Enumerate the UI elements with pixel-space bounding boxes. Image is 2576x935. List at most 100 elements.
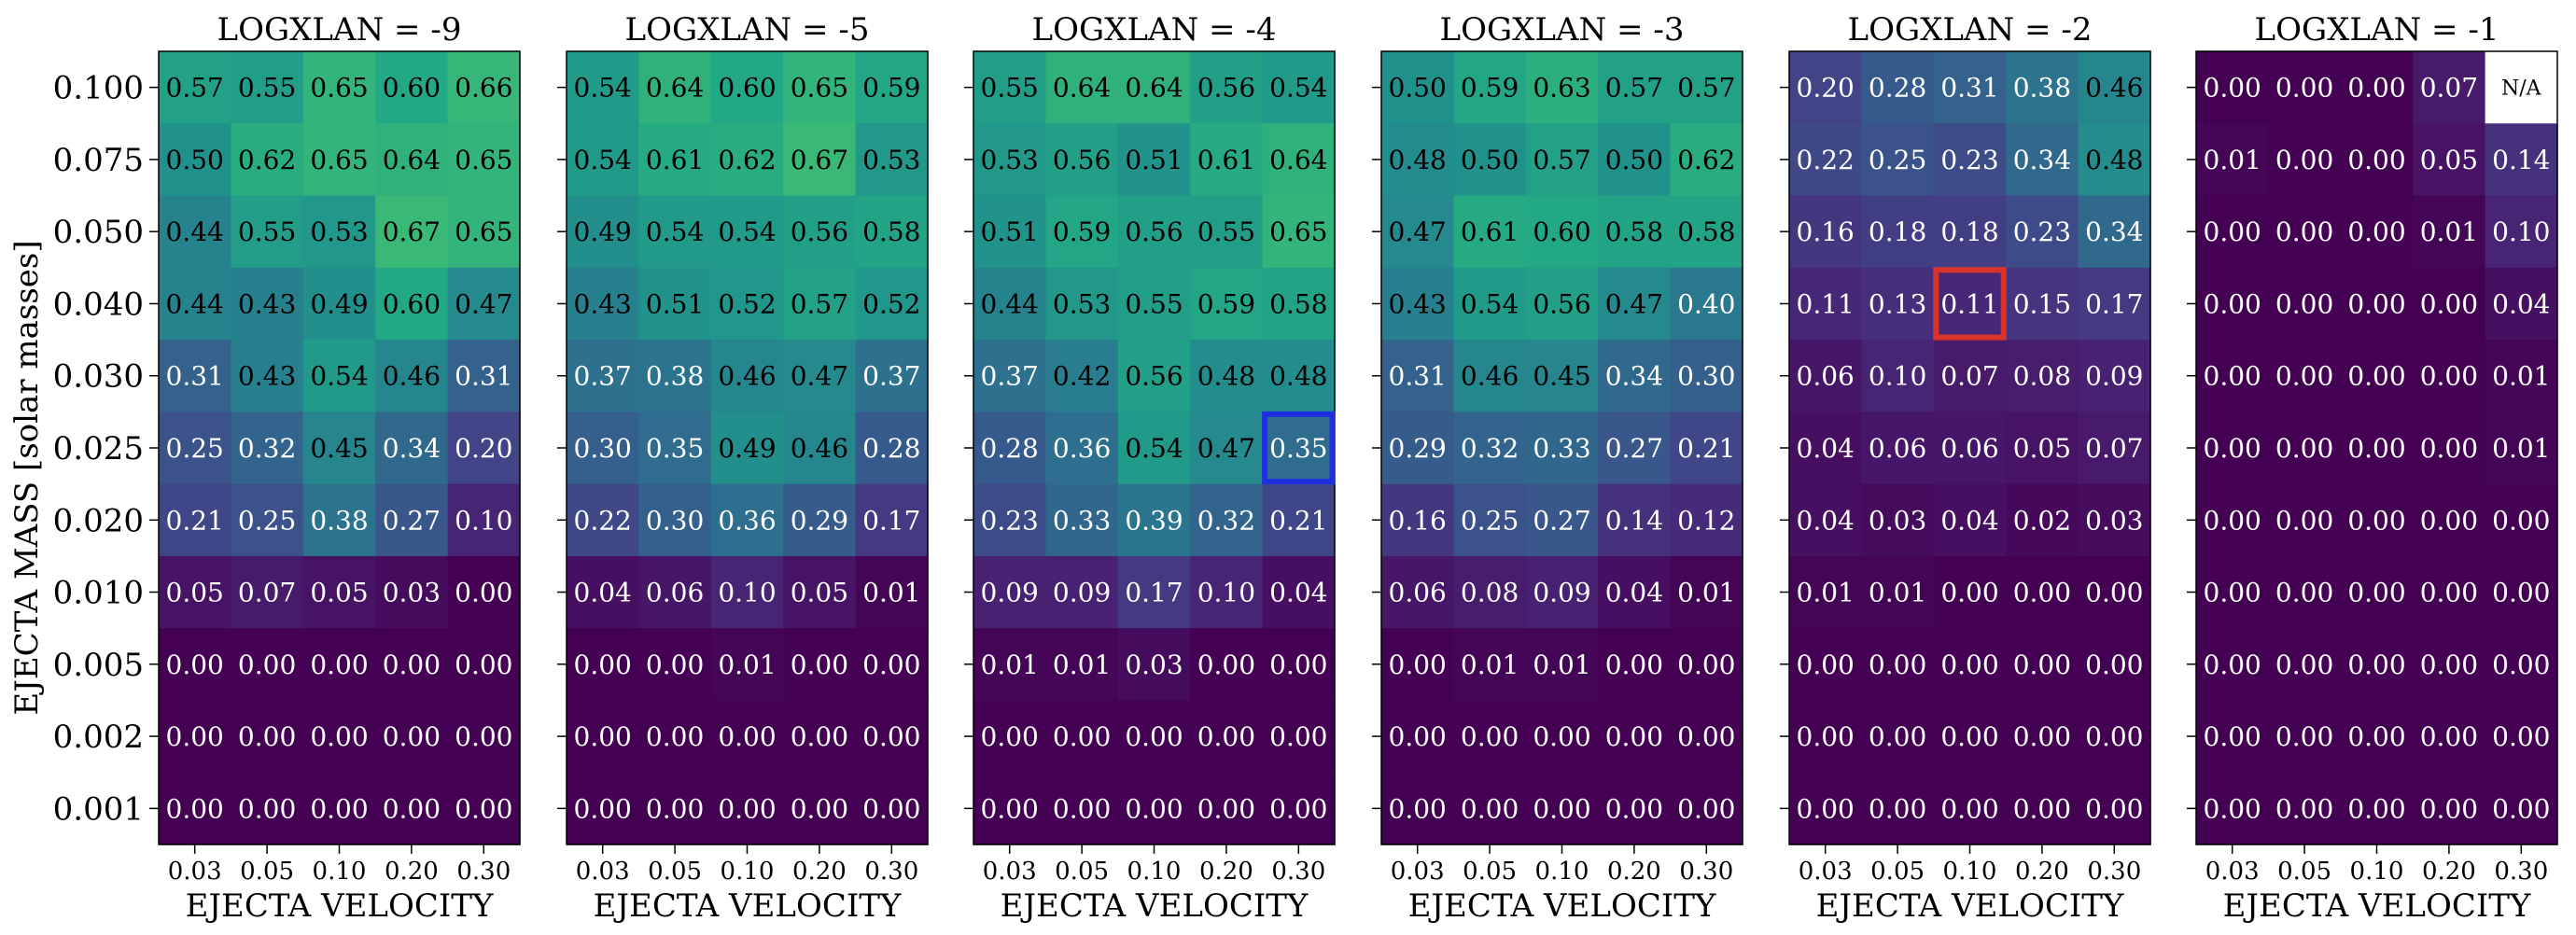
x-tick-label: 0.30 (1271, 858, 1325, 886)
heatmap-cell (1670, 195, 1743, 269)
cell-value: 0.64 (1269, 145, 1327, 175)
x-tick-label: 0.20 (2015, 858, 2069, 886)
cell-value: 0.57 (166, 73, 224, 104)
cell-value: 0.00 (2347, 505, 2405, 536)
heatmap-cell (973, 51, 1046, 124)
panel-title: LOGXLAN = -9 (217, 11, 462, 49)
cell-value: 0.25 (238, 505, 296, 536)
heatmap-cell (302, 195, 376, 269)
heatmap-cell (1381, 555, 1454, 629)
heatmap-cell (231, 700, 304, 774)
heatmap-cell (710, 267, 784, 341)
heatmap-cell (2340, 340, 2414, 412)
heatmap-cell (375, 628, 449, 702)
heatmap-cell (783, 195, 857, 269)
heatmap-cell (710, 123, 784, 197)
cell-value: 0.58 (862, 216, 920, 247)
x-tick-label: 0.20 (2422, 858, 2476, 886)
cell-value: 0.00 (2275, 433, 2333, 464)
heatmap-cell (855, 267, 929, 341)
cell-value: 0.17 (1125, 578, 1183, 608)
cell-value: 0.23 (2013, 216, 2071, 247)
heatmap-cell (1933, 412, 2007, 485)
heatmap-cell (1117, 483, 1191, 557)
heatmap-cell (1453, 628, 1527, 702)
cell-value: 0.01 (1461, 649, 1519, 680)
x-tick-label: 0.10 (313, 858, 367, 886)
cell-value: 0.63 (1533, 73, 1590, 104)
cell-value: 0.54 (646, 216, 704, 247)
cell-value: 0.55 (981, 73, 1039, 104)
cell-value: 0.65 (791, 73, 848, 104)
heatmap-cell (1045, 123, 1119, 197)
heatmap-cell (2413, 628, 2486, 702)
cell-value: 0.65 (455, 145, 512, 175)
heatmap-cell (1933, 772, 2007, 845)
heatmap-cell (638, 700, 712, 774)
heatmap-cell (2413, 700, 2486, 774)
heatmap-cell (1117, 123, 1191, 197)
heatmap-cell (710, 340, 784, 412)
panel-title: LOGXLAN = -1 (2255, 11, 2499, 49)
heatmap-cell (1670, 51, 1743, 124)
heatmap-cell (1861, 628, 1935, 702)
cell-value: 0.57 (1677, 73, 1735, 104)
cell-value: 0.00 (2420, 793, 2478, 824)
heatmap-cell (302, 628, 376, 702)
heatmap-cell (2413, 267, 2486, 341)
heatmap-cell (1453, 483, 1527, 557)
heatmap-cell (2485, 267, 2558, 341)
x-tick-label: 0.10 (1535, 858, 1589, 886)
x-tick-label: 0.20 (1607, 858, 1661, 886)
cell-value: 0.08 (2013, 361, 2071, 392)
cell-value: 0.00 (2013, 721, 2071, 752)
heatmap-cell (375, 412, 449, 485)
heatmap-cell (159, 628, 231, 702)
cell-value: 0.00 (310, 649, 368, 680)
cell-value: 0.03 (383, 578, 441, 608)
panel-title: LOGXLAN = -3 (1440, 11, 1685, 49)
cell-value: 0.48 (1197, 361, 1255, 392)
heatmap-cell (710, 628, 784, 702)
y-tick-label: 0.025 (53, 430, 144, 468)
x-tick-label: 0.20 (385, 858, 439, 886)
heatmap-cell (783, 700, 857, 774)
cell-value: 0.54 (718, 216, 776, 247)
cell-value: 0.05 (2420, 145, 2478, 175)
cell-value: 0.65 (455, 216, 512, 247)
cell-value: 0.00 (1197, 721, 1255, 752)
x-tick-label: 0.03 (1799, 858, 1853, 886)
heatmap-cell (1117, 772, 1191, 845)
heatmap-cell (447, 195, 521, 269)
heatmap-cell (1861, 195, 1935, 269)
x-tick-label: 0.05 (1463, 858, 1517, 886)
heatmap-cell (855, 195, 929, 269)
cell-value: 0.49 (718, 433, 776, 464)
cell-value: 0.00 (2492, 578, 2550, 608)
heatmap-cell (855, 628, 929, 702)
cell-value: 0.12 (1677, 505, 1735, 536)
cell-value: 0.00 (2420, 433, 2478, 464)
heatmap-cell (1045, 412, 1119, 485)
cell-value: 0.38 (646, 361, 704, 392)
cell-value: 0.00 (1940, 649, 1998, 680)
heatmap-cell (375, 123, 449, 197)
cell-value: 0.62 (718, 145, 776, 175)
heatmap-cell (1117, 267, 1191, 341)
cell-value: 0.53 (1053, 288, 1111, 319)
heatmap-cell (2006, 700, 2079, 774)
cell-value: 0.28 (1869, 73, 1926, 104)
cell-value: 0.34 (383, 433, 441, 464)
heatmap-cell (783, 412, 857, 485)
cell-value: 0.00 (1197, 793, 1255, 824)
heatmap-cell (375, 483, 449, 557)
heatmap-cell (1117, 51, 1191, 124)
cell-value: 0.00 (2347, 721, 2405, 752)
cell-value: 0.00 (1605, 649, 1663, 680)
heatmap-cell (1598, 267, 1672, 341)
cell-value: 0.00 (2204, 721, 2261, 752)
heatmap-cell (2485, 700, 2558, 774)
cell-value: 0.00 (791, 793, 848, 824)
cell-value: 0.00 (981, 721, 1039, 752)
cell-value: 0.09 (981, 578, 1039, 608)
